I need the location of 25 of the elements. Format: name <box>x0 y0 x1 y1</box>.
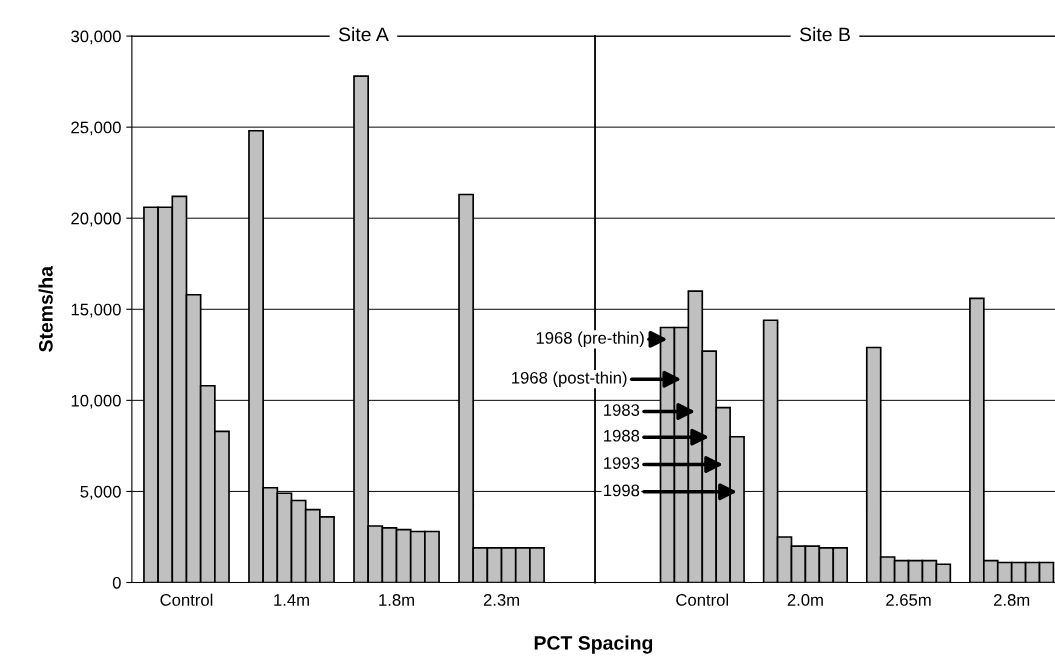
text: 1998 <box>604 484 640 497</box>
x-tick-label: 2.65m <box>886 594 931 606</box>
y-tick-label: 10,000 <box>71 394 121 409</box>
chart-title: Site B <box>799 27 850 42</box>
legend-label: 1968 (post-thin) <box>512 371 627 387</box>
legend-label: 1993 <box>604 457 640 469</box>
y-tick-label: 15,000 <box>71 303 121 318</box>
x-tick-label: 1.8m <box>379 594 414 606</box>
y-tick-label: 25,000 <box>71 121 121 136</box>
chart-title: Site A <box>338 27 389 42</box>
x-tick-label: 2.3m <box>483 594 519 606</box>
x-tick-label: 1.4m <box>274 594 309 606</box>
x-axis-title: PCT Spacing <box>534 635 653 654</box>
legend-label: 1988 <box>604 429 640 442</box>
x-tick-label: Control <box>160 593 213 606</box>
y-axis-title: Stems/ha <box>38 265 53 352</box>
x-tick-label: 2.8m <box>994 594 1030 606</box>
y-tick-label: 0 <box>112 576 121 589</box>
x-tick-label: 2.0m <box>787 594 823 606</box>
legend-label: 1983 <box>604 404 640 416</box>
y-tick-label: 30,000 <box>71 30 121 45</box>
y-tick-label: 20,000 <box>71 212 121 227</box>
legend-label: 1968 (pre-thin) <box>536 331 644 348</box>
x-tick-label: Control <box>676 593 729 606</box>
y-tick-label: 5,000 <box>80 485 121 500</box>
